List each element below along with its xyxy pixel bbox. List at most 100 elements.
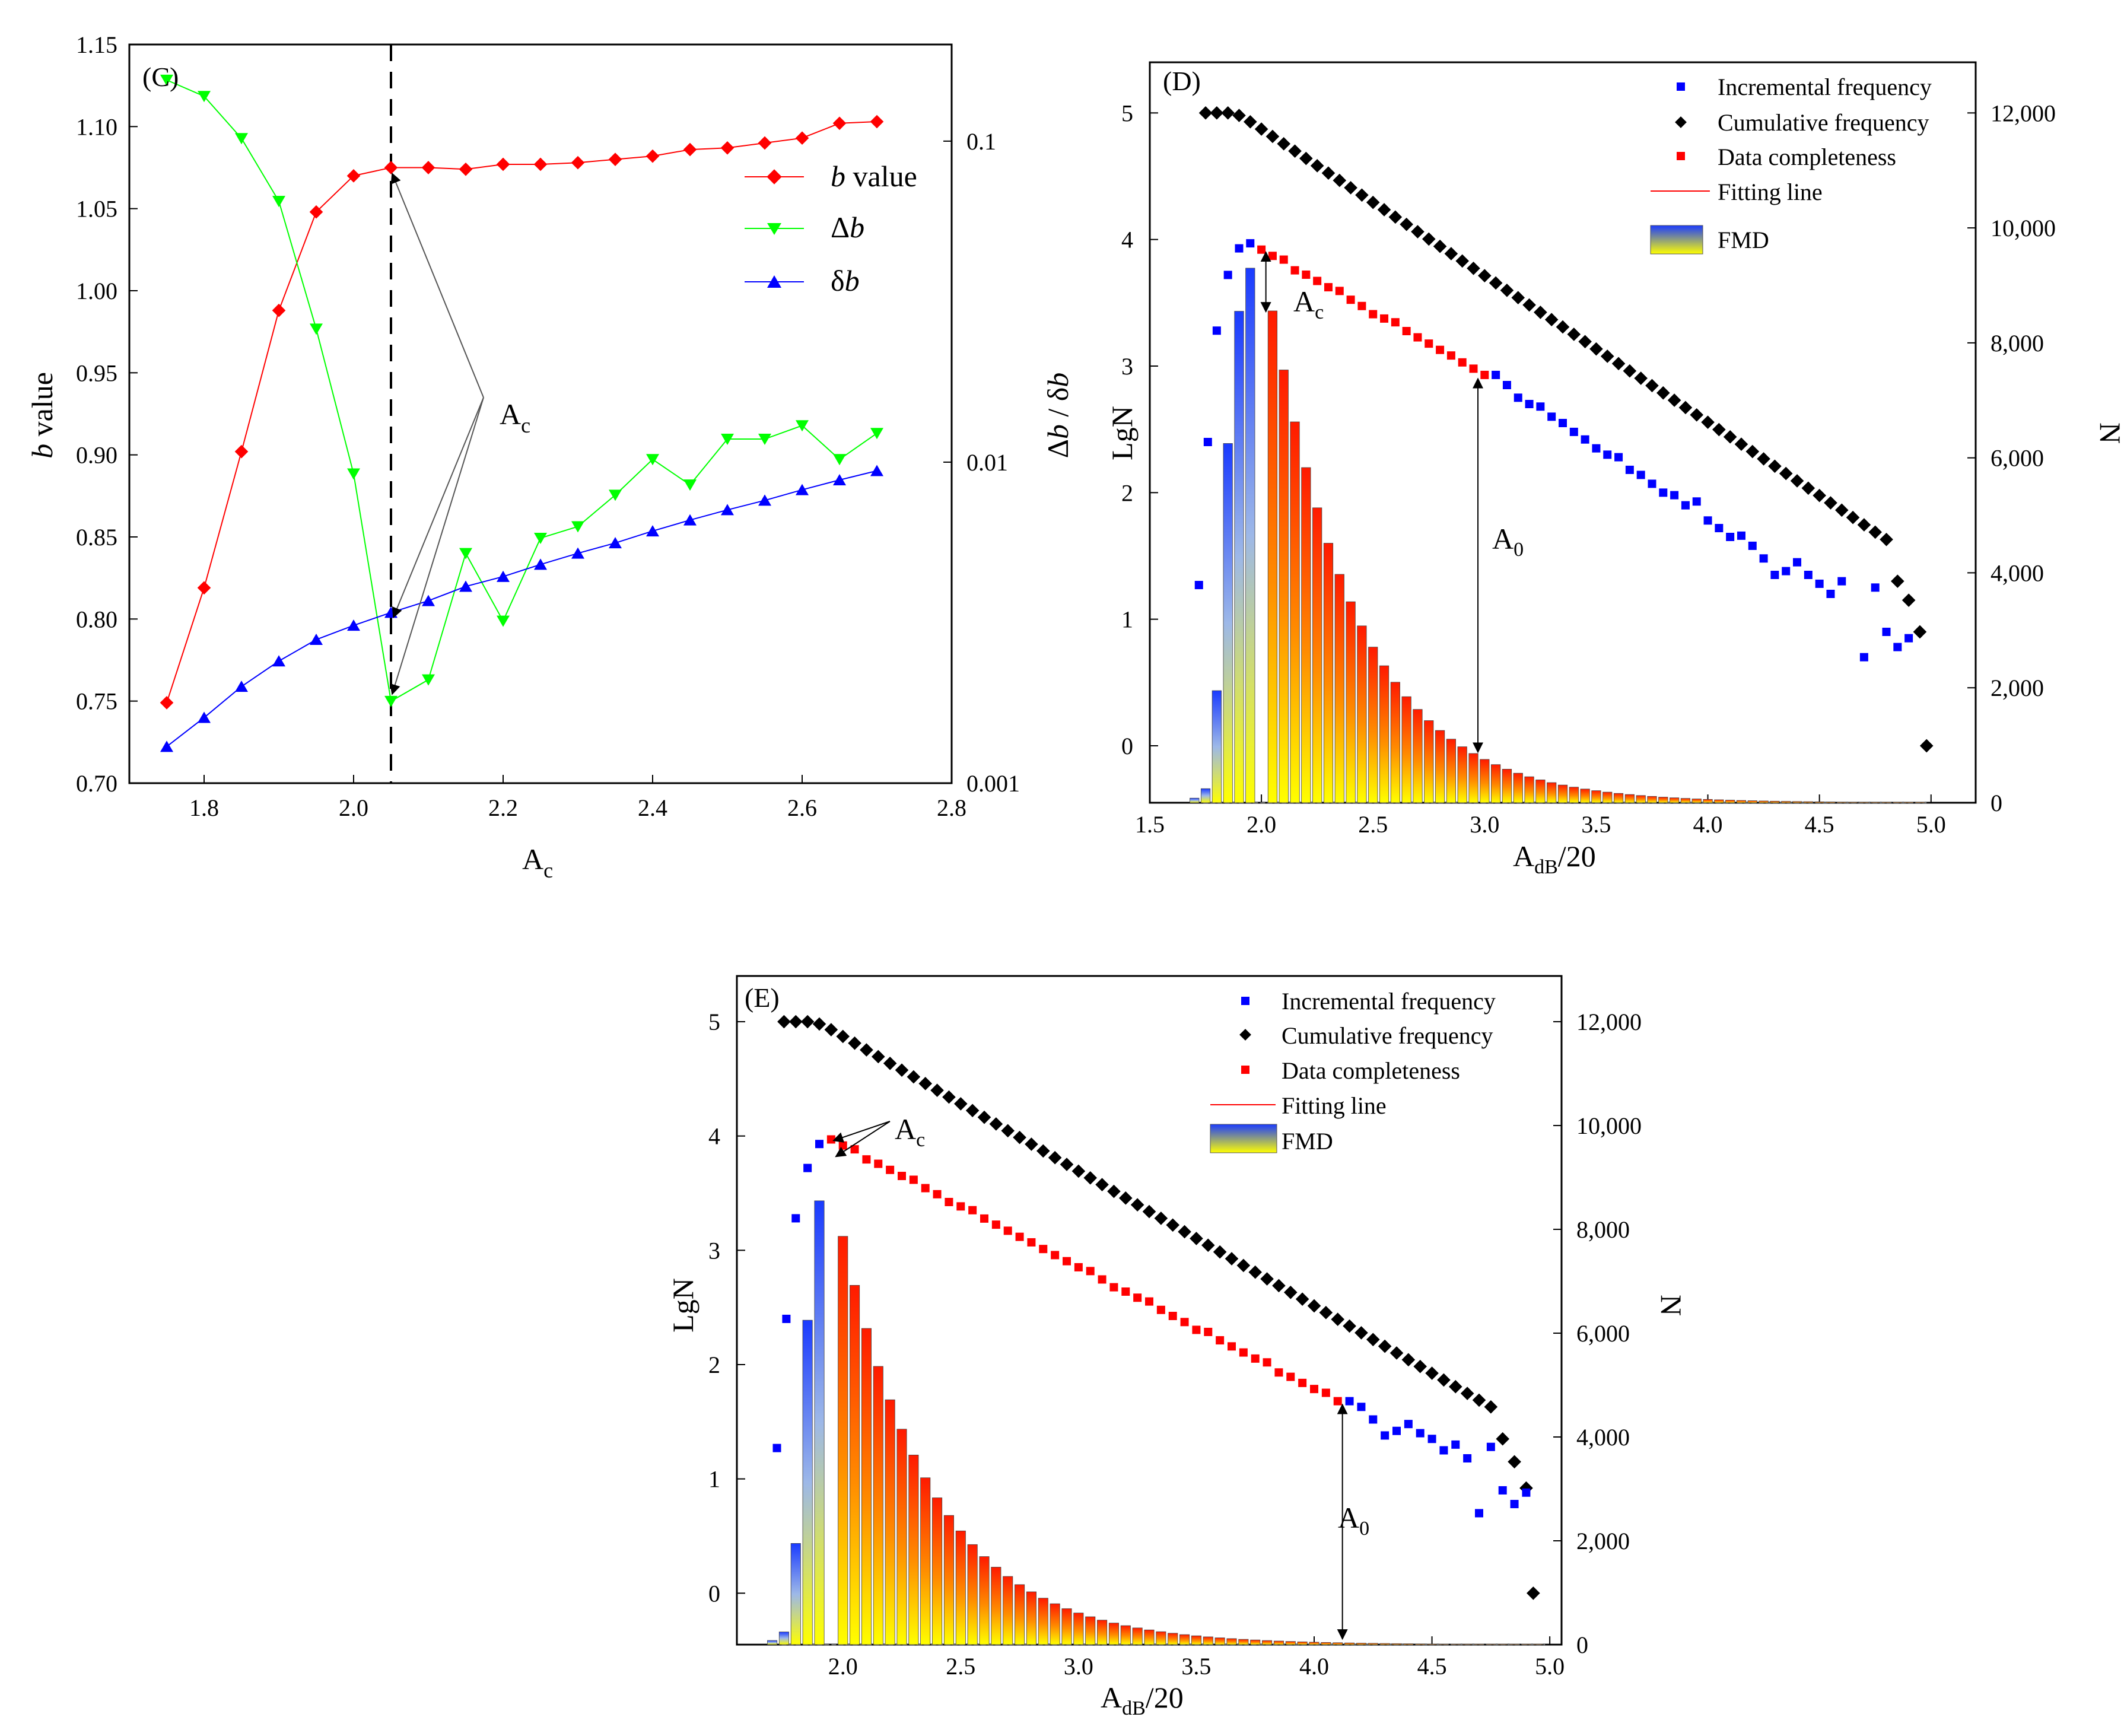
cumulative-frequency-point <box>1801 481 1815 495</box>
fmd-bar <box>1636 795 1646 803</box>
fmd-bar <box>920 1477 931 1645</box>
x-tick-label: 3.0 <box>1064 1653 1093 1680</box>
fmd-bar <box>1267 310 1278 803</box>
legend-data-completeness: Data completeness <box>1241 1057 1460 1084</box>
incremental-frequency-point <box>1486 1442 1495 1451</box>
cumulative-frequency-point <box>1321 166 1336 180</box>
fmd-bar <box>778 1632 789 1645</box>
cumulative-frequency-point <box>1913 625 1927 639</box>
y-tick-label: 3 <box>1121 353 1133 380</box>
panel-e-y-axis-title: LgN <box>666 1278 699 1333</box>
cumulative-frequency-point <box>1757 452 1770 466</box>
incremental-frequency-point <box>1369 1415 1378 1424</box>
x-tick-label: 5.0 <box>1535 1653 1565 1680</box>
series-line <box>166 79 877 702</box>
cumulative-frequency-point <box>1634 371 1648 385</box>
incremental-frequency-point <box>1203 438 1212 446</box>
data-completeness-point <box>1168 1312 1177 1321</box>
incremental-frequency-point <box>1502 381 1511 389</box>
incremental-frequency-point <box>1416 1429 1425 1438</box>
delta-b-point <box>272 196 285 208</box>
data-completeness-point <box>1204 1327 1213 1336</box>
data-completeness-point <box>1310 1385 1318 1394</box>
data-completeness-point <box>874 1159 883 1168</box>
cumulative-frequency-point <box>1824 496 1837 510</box>
cumulative-frequency-point <box>1378 1339 1392 1353</box>
fmd-bar <box>1474 1643 1484 1645</box>
cumulative-frequency-point <box>1455 254 1470 268</box>
cumulative-frequency-point <box>1846 510 1860 524</box>
incremental-frequency-point <box>1681 501 1690 510</box>
b-value-point <box>272 303 286 317</box>
fmd-bar <box>1015 1584 1025 1645</box>
cumulative-frequency-point <box>1600 349 1614 363</box>
cumulative-frequency-point <box>1333 173 1347 187</box>
fmd-bar <box>1212 690 1222 803</box>
y-tick-label: 1 <box>708 1466 720 1493</box>
cumulative-frequency-point <box>1544 313 1559 327</box>
b-value-point <box>870 115 884 129</box>
cumulative-frequency-point <box>977 1110 991 1124</box>
fmd-bar <box>955 1530 966 1645</box>
fmd-bar <box>1346 601 1356 803</box>
cumulative-frequency-point <box>1813 488 1826 503</box>
delta-b-point <box>160 74 173 86</box>
cumulative-frequency-point <box>1095 1178 1109 1191</box>
incremental-frequency-point <box>1837 577 1846 586</box>
svg-text:FMD: FMD <box>1718 227 1769 253</box>
delta-b-point <box>683 479 697 491</box>
fmd-bar <box>1424 720 1434 803</box>
y2-tick-label: 0.01 <box>966 449 1008 476</box>
cumulative-frequency-point <box>1508 1455 1521 1469</box>
cumulative-frequency-point <box>1500 284 1514 297</box>
b-value-point <box>533 157 548 171</box>
delta-b-point <box>870 428 883 440</box>
fmd-bar <box>1557 784 1568 803</box>
cumulative-frequency-point <box>871 1050 885 1064</box>
panel-c-ticks: 1.8 2.0 2.2 2.4 2.6 2.8 0.70 0.75 0.80 0.85 0.90 0.… <box>76 31 1020 821</box>
fmd-bar <box>1168 1633 1178 1645</box>
small-delta-b-point <box>160 740 173 752</box>
cumulative-frequency-point <box>1272 1279 1286 1293</box>
delta-b-point <box>384 695 398 707</box>
cumulative-frequency-point <box>788 1015 803 1029</box>
incremental-frequency-point <box>1357 1403 1366 1411</box>
incremental-frequency-point <box>1427 1435 1436 1444</box>
fmd-bar <box>1391 1643 1402 1645</box>
cumulative-frequency-point <box>1484 1400 1498 1414</box>
delta-b-point <box>646 454 659 466</box>
fmd-bar <box>1061 1608 1072 1645</box>
fmd-bar <box>1736 800 1747 803</box>
cumulative-frequency-point <box>1389 1346 1404 1360</box>
y-tick-label: 0 <box>1121 733 1133 759</box>
fmd-bar <box>1591 790 1601 803</box>
fmd-bar <box>967 1544 978 1645</box>
fmd-bar <box>1714 799 1724 803</box>
fmd-bar <box>1097 1620 1108 1645</box>
cumulative-frequency-point <box>1534 306 1547 319</box>
fmd-bar <box>1321 1642 1331 1645</box>
fmd-bar <box>1334 574 1344 803</box>
cumulative-frequency-point <box>1025 1137 1038 1151</box>
legend-data-completeness: Data completeness <box>1677 144 1896 170</box>
fmd-bar <box>1725 800 1735 803</box>
data-completeness-point <box>838 1141 847 1150</box>
cumulative-frequency-point <box>1366 1333 1380 1347</box>
cumulative-frequency-point <box>800 1015 815 1029</box>
panel-d-legend: Incremental frequency Cumulative frequen… <box>1650 74 1932 255</box>
cumulative-frequency-point <box>1307 1299 1321 1313</box>
cumulative-frequency-point <box>1467 261 1480 275</box>
y-tick-label: 0 <box>708 1580 720 1607</box>
cumulative-frequency-point <box>1411 225 1425 239</box>
incremental-frequency-point <box>1439 1446 1448 1455</box>
data-completeness-point <box>1480 370 1489 379</box>
data-completeness-point <box>826 1135 835 1144</box>
small-delta-b-point <box>571 547 584 559</box>
incremental-frequency-point <box>1782 567 1791 576</box>
panel-e-marks <box>767 1015 1546 1645</box>
b-value-point <box>683 142 697 157</box>
cumulative-frequency-point <box>1589 342 1603 356</box>
panel-e-y2-axis-title: N <box>1655 1295 1688 1316</box>
data-completeness-point <box>1145 1297 1153 1306</box>
